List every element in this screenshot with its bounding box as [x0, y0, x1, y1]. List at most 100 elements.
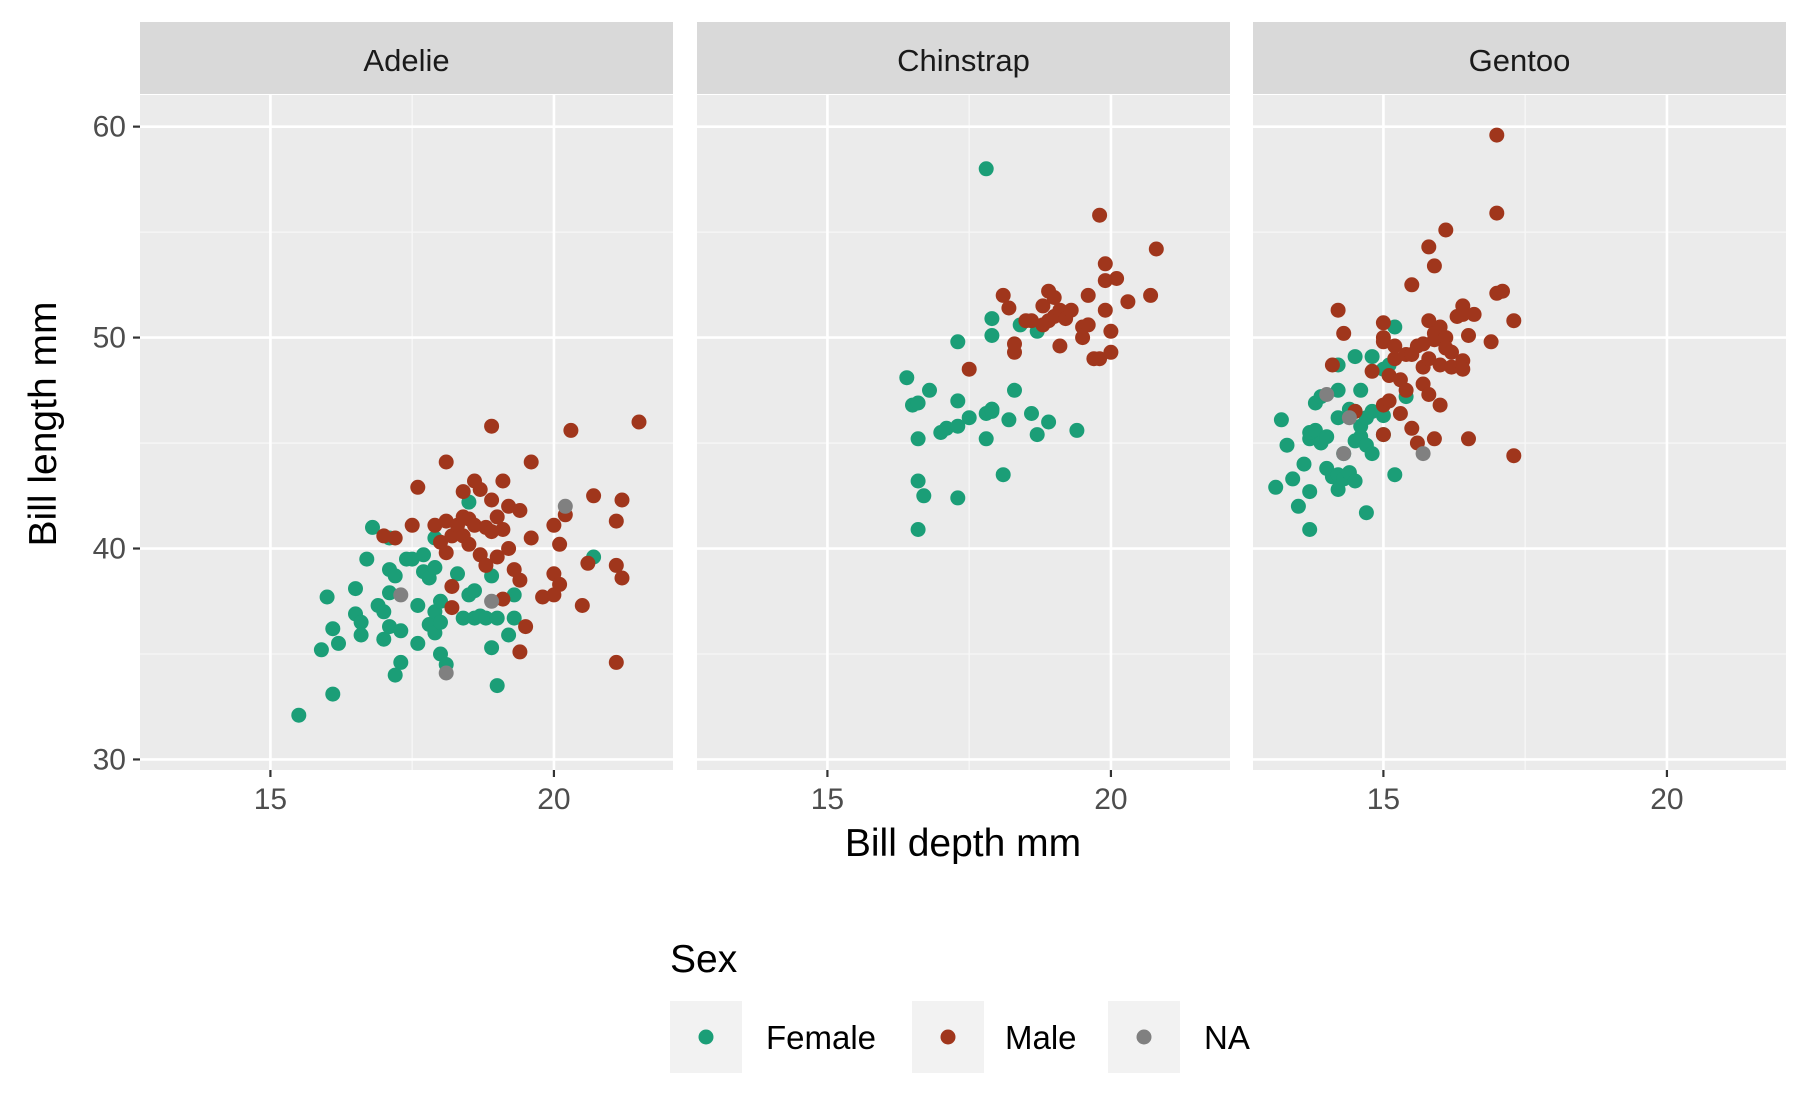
point-male: [1097, 256, 1113, 272]
point-male: [546, 517, 562, 533]
point-male: [444, 600, 460, 616]
point-male: [1024, 313, 1039, 329]
point-female: [922, 382, 937, 398]
point-female: [995, 467, 1011, 483]
point-female: [1347, 473, 1363, 489]
point-male: [1330, 302, 1346, 318]
point-female: [916, 488, 932, 504]
point-male: [1495, 283, 1510, 299]
point-na: [1319, 387, 1335, 402]
point-male: [1432, 357, 1448, 373]
point-male: [1392, 406, 1408, 421]
point-female: [1296, 456, 1312, 472]
point-male: [1120, 294, 1136, 310]
facet-strip: [140, 22, 673, 94]
point-female: [506, 587, 522, 603]
point-female: [1347, 349, 1363, 365]
legend-title: Sex: [670, 938, 738, 981]
point-male: [614, 570, 630, 586]
point-female: [450, 566, 465, 582]
point-male: [1404, 420, 1420, 436]
point-male: [1035, 298, 1051, 314]
point-female: [910, 522, 926, 537]
point-male: [495, 591, 511, 607]
point-male: [1426, 431, 1442, 447]
point-male: [438, 513, 454, 529]
x-tick-label: 20: [1094, 783, 1127, 816]
point-female: [910, 473, 926, 489]
point-male: [484, 492, 500, 508]
point-female: [978, 431, 994, 447]
point-male: [608, 654, 624, 670]
point-male: [495, 522, 511, 537]
point-male: [1421, 239, 1437, 255]
point-male: [1148, 241, 1164, 257]
point-female: [1290, 498, 1306, 514]
point-male: [1421, 387, 1437, 402]
point-na: [557, 498, 573, 514]
point-na: [438, 665, 454, 681]
point-male: [467, 517, 482, 533]
point-male: [1461, 431, 1476, 447]
point-male: [614, 492, 630, 508]
point-female: [1069, 422, 1085, 438]
facet-chinstrap: Chinstrap 15 20: [697, 22, 1230, 816]
point-male: [1421, 351, 1437, 367]
point-male: [1097, 273, 1113, 289]
point-female: [382, 585, 397, 601]
point-male: [1415, 336, 1431, 352]
facet-strip-label: Gentoo: [1469, 43, 1571, 78]
point-female: [393, 623, 409, 639]
point-male: [1052, 338, 1068, 354]
point-male: [455, 484, 471, 500]
point-male: [552, 576, 568, 592]
y-tick-label: 60: [93, 111, 126, 144]
point-male: [478, 557, 494, 573]
point-male: [1455, 306, 1471, 322]
point-male: [1489, 205, 1505, 221]
legend-item-female: Female: [670, 1001, 876, 1073]
point-female: [353, 627, 369, 643]
point-female: [359, 551, 375, 567]
points: [1268, 127, 1522, 537]
point-female: [501, 627, 517, 643]
point-female: [393, 654, 409, 670]
point-male: [1381, 393, 1397, 409]
point-male: [631, 414, 647, 430]
point-female: [387, 667, 403, 683]
point-male: [1438, 222, 1454, 238]
legend-label: Male: [1005, 1019, 1077, 1056]
point-male: [1092, 207, 1108, 223]
point-female: [1273, 412, 1289, 428]
point-male: [1080, 317, 1096, 333]
point-male: [535, 589, 551, 605]
point-male: [376, 528, 392, 544]
point-male: [512, 503, 528, 518]
x-tick-label: 20: [1650, 783, 1683, 816]
point-male: [608, 557, 624, 573]
point-female: [1358, 505, 1374, 521]
y-axis-title: Bill length mm: [22, 302, 65, 547]
point-female: [1001, 412, 1017, 428]
point-female: [1364, 349, 1380, 365]
point-female: [1029, 427, 1045, 443]
point-female: [1353, 382, 1369, 398]
point-male: [1336, 325, 1352, 341]
point-male: [961, 361, 977, 377]
point-male: [518, 619, 534, 635]
point-male: [1324, 357, 1340, 373]
point-female: [950, 334, 966, 350]
point-female: [478, 610, 494, 626]
y-axis: 30 40 50 60: [93, 111, 140, 776]
point-female: [984, 311, 1000, 327]
point-female: [484, 640, 500, 656]
point-female: [387, 568, 403, 584]
point-male: [523, 454, 539, 470]
point-female: [376, 604, 392, 620]
point-female: [382, 619, 397, 635]
point-male: [1444, 344, 1459, 360]
point-male: [1046, 290, 1062, 305]
point-female: [348, 581, 363, 597]
x-tick-label: 15: [1367, 783, 1400, 816]
y-tick-label: 50: [93, 322, 126, 355]
